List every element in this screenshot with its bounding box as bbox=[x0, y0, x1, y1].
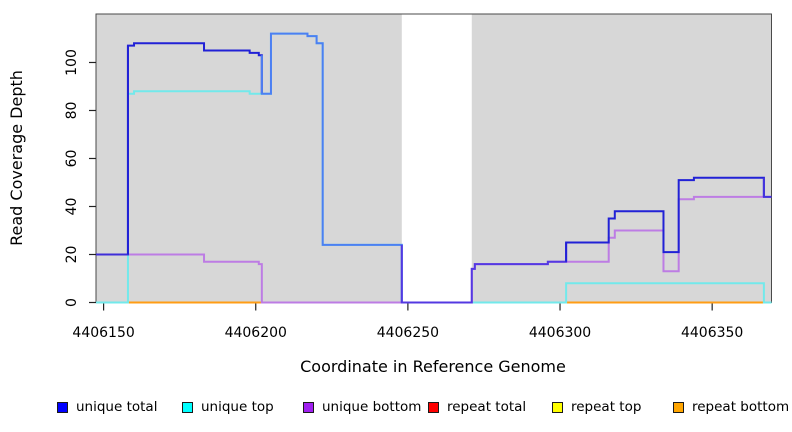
y-tick-label: 80 bbox=[64, 102, 80, 120]
y-tick-label: 20 bbox=[64, 246, 80, 264]
y-axis-title: Read Coverage Depth bbox=[7, 70, 26, 246]
plot-series-lines bbox=[96, 32, 772, 304]
masked-region bbox=[401, 14, 472, 303]
series-line-unique-total bbox=[400, 242, 568, 304]
plot-axes: 4406150 4406200 4406250 4406300 4406350 0 20 40… bbox=[64, 13, 772, 341]
x-tick-label: 4406150 bbox=[72, 325, 134, 341]
x-axis-title: Coordinate in Reference Genome bbox=[300, 357, 566, 376]
y-tick-label: 60 bbox=[64, 150, 80, 168]
x-tick-label: 4406350 bbox=[681, 325, 743, 341]
x-tick-label: 4406200 bbox=[225, 325, 287, 341]
y-tick-label: 100 bbox=[64, 49, 80, 76]
series-line-unique-total bbox=[126, 42, 263, 255]
series-line-unique-total bbox=[260, 32, 403, 303]
y-tick-label: 0 bbox=[64, 298, 80, 307]
series-line-unique-total bbox=[762, 177, 772, 198]
x-tick-label: 4406250 bbox=[377, 325, 439, 341]
x-tick-label: 4406300 bbox=[529, 325, 591, 341]
y-tick-label: 40 bbox=[64, 198, 80, 216]
series-line-unique-total bbox=[565, 176, 765, 262]
plot-background bbox=[96, 14, 772, 303]
